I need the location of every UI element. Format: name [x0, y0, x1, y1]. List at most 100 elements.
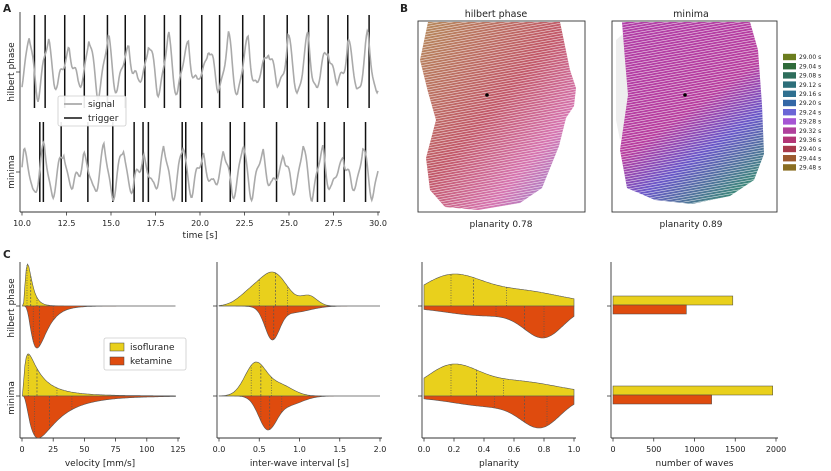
- panel-c-x-tick-label: 0.6: [508, 445, 521, 454]
- colorbar-swatch: [783, 164, 796, 171]
- colorbar-label: 29.40 s: [799, 146, 821, 153]
- panel-c-x-label: planarity: [479, 459, 520, 469]
- panel-a-x-tick-label: 17.5: [147, 219, 165, 228]
- panel-a-x-tick-label: 12.5: [58, 219, 76, 228]
- panel-a-letter: A: [3, 3, 12, 15]
- colorbar-swatch: [783, 63, 796, 70]
- colorbar-label: 29.48 s: [799, 165, 821, 172]
- colorbar-swatch: [783, 155, 796, 162]
- panel-c-x-tick-label: 1500: [725, 445, 745, 454]
- panel-b-letter: B: [400, 3, 408, 15]
- legend-ketamine-swatch: [109, 356, 125, 366]
- panel-a-x-label: time [s]: [183, 231, 218, 241]
- panel-a-x-tick-label: 22.5: [236, 219, 254, 228]
- panel-c-letter: C: [3, 249, 11, 261]
- hilbert-signal-trace: [21, 28, 379, 103]
- hilbert-ketamine-count-bar: [612, 304, 687, 315]
- minima-map: [620, 22, 764, 204]
- panel-c-legend: isoflurane ketamine: [103, 337, 187, 371]
- colorbar-label: 29.16 s: [799, 91, 821, 98]
- panel-c-row-label-hilbert: hilbert phase: [7, 278, 17, 338]
- panel-c-x-tick-label: 2.0: [374, 445, 387, 454]
- panel-c-x-tick-label: 0.0: [418, 445, 431, 454]
- panel-c-x-tick-label: 0.5: [253, 445, 266, 454]
- panel-c-x-tick-label: 25: [48, 445, 58, 454]
- colorbar-swatch: [783, 53, 796, 61]
- panel-c-x-tick-label: 125: [170, 445, 185, 454]
- minima_ketamine-violin: [423, 395, 575, 429]
- hilbert_isoflurane-violin: [21, 263, 176, 307]
- panel-a-x-tick-label: 30.0: [369, 219, 387, 228]
- panel-a-x-tick-label: 25.0: [280, 219, 298, 228]
- colorbar-label: 29.04 s: [799, 63, 821, 70]
- panel-a-x-tick-label: 20.0: [191, 219, 209, 228]
- panel-c-x-tick-label: 1000: [684, 445, 704, 454]
- minima-center-marker: [683, 93, 687, 97]
- colorbar: 29.00 s 29.04 s 29.08 s 29.12 s 29.16 s 29.20…: [783, 53, 821, 172]
- planarity-minima-caption: planarity 0.89: [660, 220, 723, 230]
- colorbar-swatch: [783, 72, 796, 79]
- minima-ketamine-count-bar: [612, 394, 712, 405]
- colorbar-label: 29.12 s: [799, 82, 821, 89]
- minima_isoflurane-violin: [218, 361, 380, 397]
- panel-b-title-hilbert: hilbert phase: [465, 9, 528, 20]
- colorbar-swatch: [783, 127, 796, 134]
- colorbar-swatch: [783, 81, 796, 88]
- panel-a-x-tick-label: 27.5: [325, 219, 343, 228]
- minima-signal-trace: [21, 140, 379, 203]
- panel-b-title-minima: minima: [673, 9, 709, 20]
- panel-a-signals: [21, 28, 379, 203]
- panel-c-x-tick-label: 0: [610, 445, 615, 454]
- colorbar-swatch: [783, 99, 796, 107]
- colorbar-label: 29.00 s: [799, 54, 821, 61]
- panel-c-x-tick-label: 0: [19, 445, 24, 454]
- hilbert_ketamine-violin: [22, 305, 176, 349]
- colorbar-label: 29.28 s: [799, 119, 821, 126]
- hilbert_isoflurane-violin: [218, 271, 380, 307]
- panel-a-row-label-minima: minima: [7, 155, 17, 189]
- legend-signal-label: signal: [88, 100, 115, 110]
- panel-c-x-tick-label: 75: [111, 445, 121, 454]
- colorbar-swatch: [783, 145, 796, 153]
- legend-trigger-label: trigger: [88, 114, 119, 124]
- panel-c-x-tick-label: 1.0: [293, 445, 306, 454]
- hilbert-isoflurane-count-bar: [612, 295, 734, 306]
- panel-c-x-tick-label: 500: [646, 445, 661, 454]
- panel-a-x-ticks: 10.0 12.5 15.0 17.5 20.0 22.5 25.0 27.5 30.0: [13, 212, 387, 228]
- planarity-hilbert-caption: planarity 0.78: [470, 220, 533, 230]
- minima-isoflurane-count-bar: [612, 385, 773, 396]
- panel-c-x-label: inter-wave interval [s]: [250, 459, 349, 469]
- panel-a-triggers: [33, 15, 370, 202]
- panel-c-plots: 0 25 50 75 100 125 velocity [mm/s] 0.0 0.5 1.0 1.5…: [16, 262, 786, 469]
- panel-c-x-tick-label: 1.0: [568, 445, 581, 454]
- colorbar-swatch: [783, 90, 796, 97]
- panel-c-x-tick-label: 0.8: [538, 445, 551, 454]
- colorbar-label: 29.20 s: [799, 100, 821, 107]
- panel-a-x-tick-label: 10.0: [13, 219, 31, 228]
- colorbar-label: 29.32 s: [799, 128, 821, 135]
- minima_ketamine-violin: [22, 395, 176, 439]
- colorbar-label: 29.36 s: [799, 137, 821, 144]
- colorbar-label: 29.44 s: [799, 155, 821, 162]
- panel-c-x-tick-label: 100: [139, 445, 154, 454]
- panel-c-x-tick-label: 0.2: [448, 445, 461, 454]
- hilbert_ketamine-violin: [219, 305, 380, 341]
- panel-c-x-label: number of waves: [656, 459, 734, 469]
- minima_ketamine-violin: [219, 395, 380, 431]
- panel-c-x-tick-label: 2000: [766, 445, 786, 454]
- minima_isoflurane-violin: [423, 363, 575, 397]
- panel-c-x-tick-label: 50: [79, 445, 89, 454]
- legend-isoflurane-swatch: [109, 342, 125, 352]
- legend-ketamine-label: ketamine: [130, 357, 172, 367]
- panel-c-x-tick-label: 0.4: [478, 445, 491, 454]
- panel-a-legend: signal trigger: [57, 95, 127, 127]
- hilbert_isoflurane-violin: [423, 273, 575, 307]
- colorbar-swatch: [783, 136, 796, 143]
- panel-a-x-tick-label: 15.0: [102, 219, 120, 228]
- panel-a-row-label-hilbert: hilbert phase: [7, 42, 17, 102]
- hilbert-center-marker: [485, 93, 489, 97]
- panel-c-x-tick-label: 1.5: [333, 445, 346, 454]
- colorbar-label: 29.08 s: [799, 73, 821, 80]
- hilbert_ketamine-violin: [423, 305, 575, 339]
